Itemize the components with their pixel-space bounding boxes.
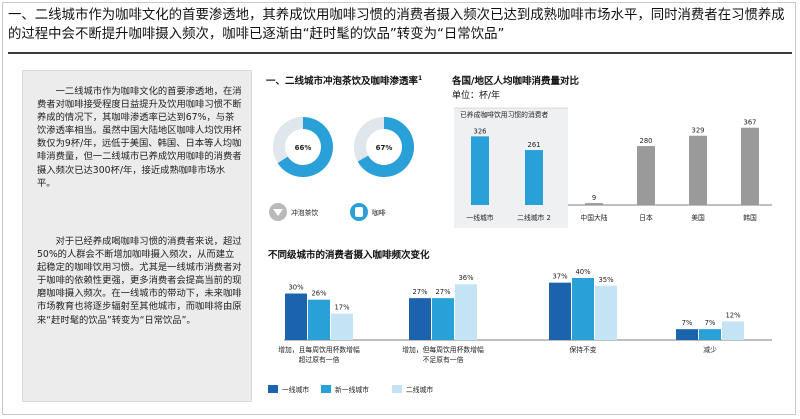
donut-segment xyxy=(277,117,333,177)
habit-annotation: 已养成咖啡饮用习惯的消费者 xyxy=(460,110,549,119)
frequency-value-label: 12% xyxy=(725,311,741,319)
legend-swatch xyxy=(321,385,331,393)
tea-cup-glyph xyxy=(273,209,283,216)
coffee-cup-glyph xyxy=(355,207,363,217)
frequency-value-label: 35% xyxy=(598,276,614,284)
headline-divider xyxy=(8,52,792,54)
legend-label: 一线城市 xyxy=(282,385,309,394)
donut-chart-title: 一、二线城市冲泡茶饮及咖啡渗透率1 xyxy=(266,73,422,87)
per-capita-bar xyxy=(585,203,603,205)
legend-swatch xyxy=(392,385,402,393)
frequency-value-label: 30% xyxy=(288,284,304,292)
frequency-value-label: 36% xyxy=(458,274,474,282)
grouped-chart-title: 不同级城市的消费者摄入咖啡频次变化 xyxy=(268,250,430,261)
frequency-bar xyxy=(455,284,477,340)
frequency-bar xyxy=(595,285,617,340)
frequency-category-label: 增加，但每周饮用杯数增幅不足原有一倍 xyxy=(402,345,484,364)
per-capita-category-label: 日本 xyxy=(639,213,653,222)
frequency-category-label: 减少 xyxy=(703,345,717,354)
summary-paragraph-1: 一二线城市作为咖啡文化的首要渗透地，在消费者对咖啡接受程度日益提升及饮用咖啡习惯… xyxy=(37,86,242,189)
donut-segment xyxy=(357,117,414,177)
per-capita-bar xyxy=(471,136,489,205)
frequency-bar xyxy=(549,282,571,340)
per-capita-value-label: 261 xyxy=(528,141,541,149)
summary-paragraph-2: 对于已经养成喝咖啡习惯的消费者来说，超过50%的人群会不断增加咖啡摄入频次，从而… xyxy=(37,236,242,326)
donut-value-label: 67% xyxy=(376,144,393,152)
per-capita-category-label: 一线城市 xyxy=(466,213,493,222)
per-capita-value-label: 9 xyxy=(592,194,596,202)
per-capita-category-label: 中国大陆 xyxy=(580,213,607,222)
frequency-bar xyxy=(331,313,353,340)
frequency-bar xyxy=(409,298,431,340)
per-capita-value-label: 329 xyxy=(692,127,705,135)
frequency-bar xyxy=(722,321,744,340)
figure-frame xyxy=(2,2,796,415)
frequency-value-label: 27% xyxy=(435,288,451,296)
frequency-value-label: 27% xyxy=(412,288,428,296)
frequency-value-label: 17% xyxy=(334,304,350,312)
frequency-bar xyxy=(432,298,454,340)
legend-label: 二线城市 xyxy=(406,385,433,394)
frequency-category-label: 增加，且每周饮用杯数增幅超过原有一倍 xyxy=(278,345,360,364)
frequency-value-label: 37% xyxy=(552,273,568,281)
per-capita-category-label: 韩国 xyxy=(743,213,757,222)
frequency-value-label: 7% xyxy=(682,319,693,327)
per-capita-bar xyxy=(741,127,759,205)
summary-panel: 一二线城市作为咖啡文化的首要渗透地，在消费者对咖啡接受程度日益提升及饮用咖啡习惯… xyxy=(22,70,252,402)
per-capita-value-label: 280 xyxy=(640,137,653,145)
frequency-value-label: 7% xyxy=(705,319,716,327)
frequency-bar xyxy=(676,329,698,340)
frequency-value-label: 40% xyxy=(575,268,591,276)
frequency-bar xyxy=(572,278,594,340)
donut-title-footnote: 1 xyxy=(418,74,423,82)
donut-legend-label: 咖啡 xyxy=(372,208,386,217)
legend-swatch xyxy=(268,385,278,393)
frequency-bar xyxy=(308,299,330,340)
frequency-bar xyxy=(699,329,721,340)
page-headline: 一、二线城市作为咖啡文化的首要渗透地，其养成饮用咖啡习惯的消费者摄入频次已达到成… xyxy=(8,8,785,42)
per-capita-value-label: 367 xyxy=(744,119,757,127)
bar-chart-title: 各国/地区人均咖啡消费量对比 xyxy=(452,76,579,87)
per-capita-bar xyxy=(637,146,655,205)
per-capita-category-label: 美国 xyxy=(691,213,705,222)
donut-title-text: 一、二线城市冲泡茶饮及咖啡渗透率 xyxy=(266,76,419,87)
frequency-value-label: 26% xyxy=(311,290,327,298)
per-capita-category-label: 二线城市 2 xyxy=(517,213,551,222)
per-capita-value-label: 326 xyxy=(474,127,487,135)
per-capita-bar xyxy=(689,135,707,205)
donut-legend-label: 冲泡茶饮 xyxy=(291,208,318,217)
per-capita-bar xyxy=(525,150,543,205)
frequency-category-label: 保持不变 xyxy=(569,345,596,354)
donut-value-label: 66% xyxy=(295,144,312,152)
frequency-bar xyxy=(285,293,307,340)
bar-chart-unit: 单位：杯/年 xyxy=(452,91,501,101)
legend-label: 新一线城市 xyxy=(335,385,369,394)
